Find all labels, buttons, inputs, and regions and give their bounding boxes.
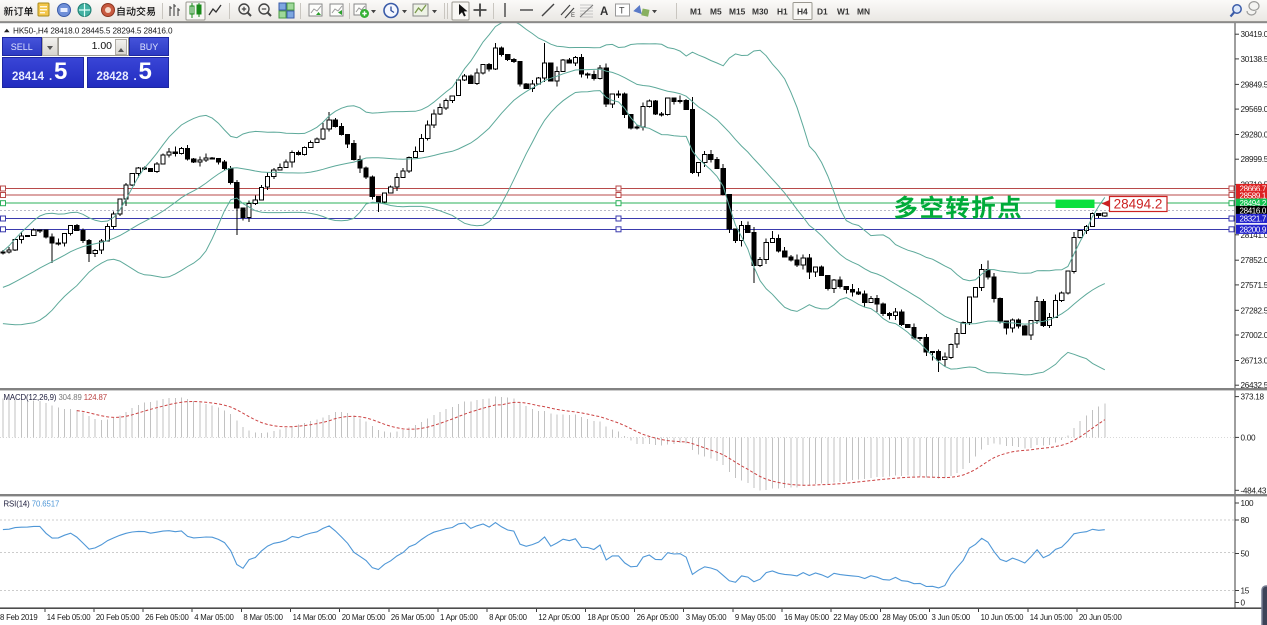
svg-text:14 Feb 05:00: 14 Feb 05:00 [47,613,91,622]
svg-text:20 Feb 05:00: 20 Feb 05:00 [96,613,140,622]
svg-text:A: A [600,6,608,18]
svg-text:28141.0: 28141.0 [1241,231,1267,240]
svg-text:14 Jun 05:00: 14 Jun 05:00 [1030,613,1074,622]
svg-text:M1: M1 [690,7,702,17]
svg-text:27571.5: 27571.5 [1241,281,1267,290]
svg-text:28666.7: 28666.7 [1240,185,1267,194]
svg-text:20 Jun 05:00: 20 Jun 05:00 [1079,613,1123,622]
svg-text:26 Apr 05:00: 26 Apr 05:00 [637,613,680,622]
svg-text:26432.5: 26432.5 [1241,381,1267,390]
svg-text:29569.0: 29569.0 [1241,105,1267,114]
svg-text:0.00: 0.00 [1241,433,1256,442]
svg-text:3 May 05:00: 3 May 05:00 [686,613,728,622]
svg-text:M30: M30 [752,7,769,17]
svg-text:50: 50 [1241,550,1250,559]
svg-text:100: 100 [1241,499,1255,508]
svg-text:9 May 05:00: 9 May 05:00 [735,613,777,622]
svg-text:30138.5: 30138.5 [1241,55,1267,64]
svg-text:3 Jun 05:00: 3 Jun 05:00 [932,613,971,622]
svg-text:HK50-,H4 28418.0 28445.5 2829: HK50-,H4 28418.0 28445.5 28294.5 28416.0 [13,27,173,36]
svg-text:28321.7: 28321.7 [1240,215,1267,224]
svg-text:373.18: 373.18 [1241,393,1265,402]
svg-text:H4: H4 [797,7,808,17]
svg-text:0: 0 [1241,599,1246,608]
svg-text:10 Jun 05:00: 10 Jun 05:00 [981,613,1025,622]
svg-text:E: E [571,13,575,19]
svg-text:M5: M5 [710,7,722,17]
svg-text:28416.0: 28416.0 [1240,207,1267,216]
svg-text:W1: W1 [837,7,850,17]
svg-text:28200.9: 28200.9 [1240,225,1267,234]
svg-text:-484.43: -484.43 [1241,486,1267,495]
svg-text:8 Apr 05:00: 8 Apr 05:00 [489,613,528,622]
svg-text:8 Feb 2019: 8 Feb 2019 [0,613,37,622]
svg-text:14 Mar 05:00: 14 Mar 05:00 [293,613,337,622]
svg-text:M15: M15 [729,7,746,17]
svg-text:12 Apr 05:00: 12 Apr 05:00 [538,613,581,622]
svg-text:MACD(12,26,9) 304.89 124.87: MACD(12,26,9) 304.89 124.87 [4,393,108,402]
svg-text:H1: H1 [777,7,788,17]
svg-text:28494.2: 28494.2 [1114,197,1163,212]
svg-text:D1: D1 [817,7,828,17]
svg-text:RSI(14) 70.6517: RSI(14) 70.6517 [4,500,60,509]
svg-text:22 May 05:00: 22 May 05:00 [833,613,879,622]
svg-text:28589.1: 28589.1 [1240,192,1267,201]
svg-text:15: 15 [1241,587,1250,596]
svg-text:16 May 05:00: 16 May 05:00 [784,613,830,622]
svg-text:T: T [619,6,625,16]
svg-text:8 Mar 05:00: 8 Mar 05:00 [243,613,283,622]
svg-text:28 May 05:00: 28 May 05:00 [882,613,928,622]
svg-text:29280.0: 29280.0 [1241,131,1267,140]
svg-text:27852.0: 27852.0 [1241,256,1267,265]
svg-text:27282.5: 27282.5 [1241,306,1267,315]
svg-text:29849.5: 29849.5 [1241,80,1267,89]
svg-text:28494.2: 28494.2 [1240,199,1267,208]
svg-text:18 Apr 05:00: 18 Apr 05:00 [587,613,630,622]
svg-text:30419.0: 30419.0 [1241,30,1267,39]
svg-text:20 Mar 05:00: 20 Mar 05:00 [342,613,386,622]
svg-text:4 Mar 05:00: 4 Mar 05:00 [194,613,234,622]
svg-text:28999.5: 28999.5 [1241,155,1267,164]
svg-text:27002.0: 27002.0 [1241,331,1267,340]
svg-text:80: 80 [1241,516,1250,525]
svg-text:26 Feb 05:00: 26 Feb 05:00 [145,613,189,622]
svg-text:MN: MN [857,7,870,17]
svg-text:26713.0: 26713.0 [1241,357,1267,366]
svg-text:26 Mar 05:00: 26 Mar 05:00 [391,613,435,622]
svg-text:1 Apr 05:00: 1 Apr 05:00 [440,613,479,622]
